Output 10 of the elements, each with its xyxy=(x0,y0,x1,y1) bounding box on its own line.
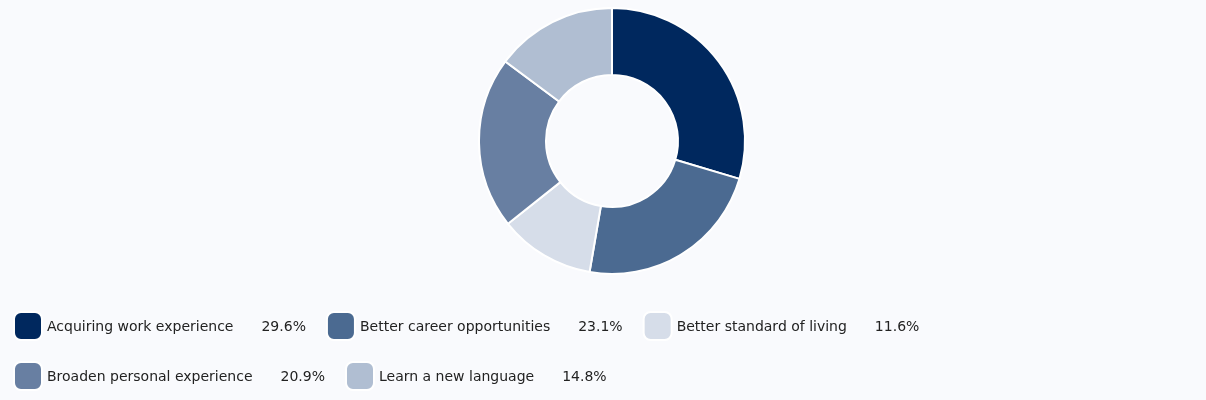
legend-label: Better standard of living xyxy=(676,318,847,334)
data-label: 14.8% xyxy=(562,368,607,384)
data-label: 29.6% xyxy=(261,318,306,334)
data-label: 23.1% xyxy=(578,318,623,334)
legend-label: Broaden personal experience xyxy=(47,368,253,384)
data-label: 11.6% xyxy=(874,318,920,334)
data-label: 20.9% xyxy=(280,368,326,384)
legend-label: Learn a new language xyxy=(379,368,535,384)
legend-label: Acquiring work experience xyxy=(47,318,234,334)
legend-label: Better career opportunities xyxy=(359,318,551,334)
